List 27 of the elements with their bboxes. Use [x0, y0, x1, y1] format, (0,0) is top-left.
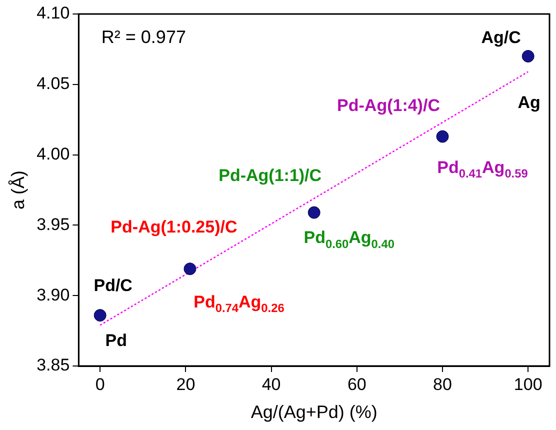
y-tick-label: 4.05	[36, 74, 70, 94]
annotation: Pd-Ag(1:0.25)/C	[110, 218, 238, 237]
x-tick-label: 100	[514, 374, 542, 394]
x-axis-title: Ag/(Ag+Pd) (%)	[250, 402, 378, 422]
y-axis-title: a (Å)	[8, 170, 28, 210]
y-tick-label: 3.90	[36, 285, 70, 304]
annotation: Pd-Ag(1:1)/C	[218, 166, 322, 186]
point	[522, 50, 534, 62]
x-tick-label: 0	[95, 374, 105, 394]
annotation: Pd	[105, 331, 127, 350]
x-tick-label: 60	[347, 374, 366, 394]
point	[94, 309, 106, 322]
annotation: Ag	[518, 92, 540, 112]
point	[436, 130, 449, 143]
x-tick-label: 40	[262, 374, 281, 394]
x-tick-label: 20	[176, 374, 196, 394]
annotation: Pd-Ag(1:4)/C	[337, 96, 440, 116]
point	[184, 262, 196, 276]
point	[308, 206, 320, 219]
x-tick-label: 80	[433, 374, 452, 394]
annotation: R² = 0.977	[101, 26, 186, 47]
y-tick-label: 3.95	[36, 214, 70, 234]
annotation: Ag/C	[481, 28, 521, 47]
annotation: Pd/C	[94, 276, 132, 295]
y-tick-label: 4.10	[36, 4, 70, 23]
y-tick-label: 3.85	[36, 356, 70, 375]
y-tick-label: 4.00	[36, 144, 70, 164]
